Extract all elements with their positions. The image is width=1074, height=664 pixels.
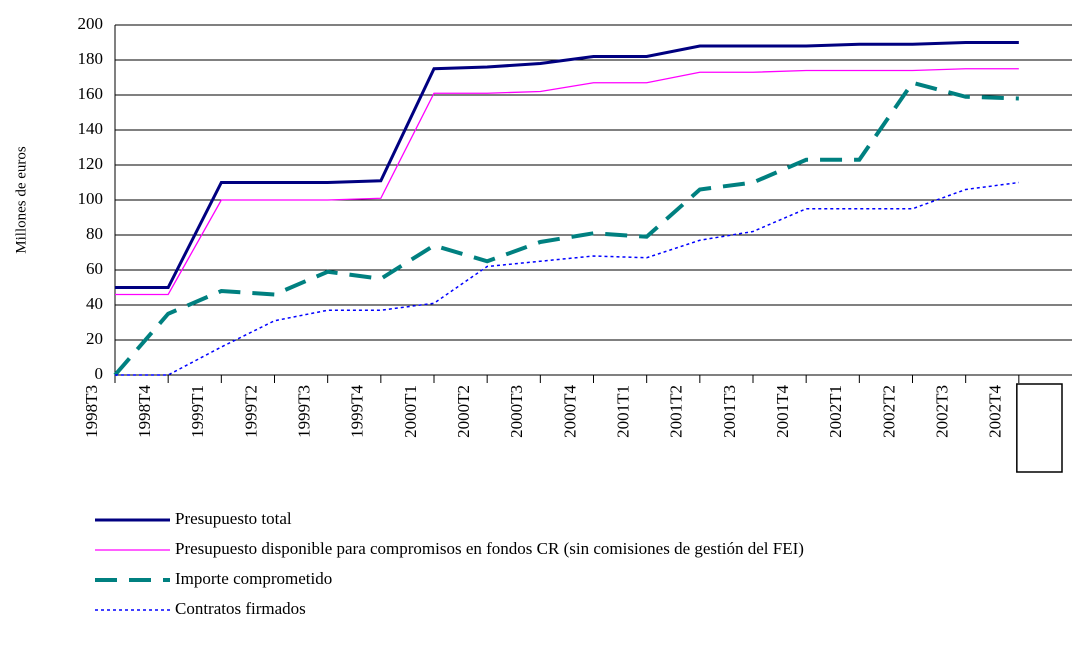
series-line bbox=[115, 68, 1019, 296]
y-tick-label: 20 bbox=[86, 329, 103, 348]
x-tick-label: 1999T3 bbox=[295, 385, 314, 438]
x-tick-label: 1998T4 bbox=[135, 385, 154, 438]
y-axis-title: Millones de euros bbox=[13, 146, 29, 254]
x-tick-label: 1999T2 bbox=[241, 385, 260, 438]
x-tick-label: 1999T1 bbox=[188, 385, 207, 438]
y-tick-label: 80 bbox=[86, 224, 103, 243]
x-tick-label: 2001T1 bbox=[614, 385, 633, 438]
y-tick-label: 40 bbox=[86, 294, 103, 313]
y-tick-label: 180 bbox=[78, 49, 104, 68]
x-tick-label: 2001T3 bbox=[720, 385, 739, 438]
y-tick-label: 160 bbox=[78, 84, 104, 103]
x-tick-label: 1999T4 bbox=[348, 385, 367, 438]
x-tick-label: 2002T3 bbox=[933, 385, 952, 438]
legend-label: Presupuesto total bbox=[175, 509, 292, 528]
x-tick-label: 2000T2 bbox=[454, 385, 473, 438]
x-tick-label: 2000T3 bbox=[507, 385, 526, 438]
x-tick-label: 2000T1 bbox=[401, 385, 420, 438]
x-tick-label: 2001T4 bbox=[773, 385, 792, 438]
y-tick-label: 0 bbox=[95, 364, 104, 383]
highlight-box bbox=[1016, 383, 1063, 473]
y-tick-label: 120 bbox=[78, 154, 104, 173]
y-tick-label: 60 bbox=[86, 259, 103, 278]
x-tick-label: 2001T2 bbox=[667, 385, 686, 438]
y-tick-label: 100 bbox=[78, 189, 104, 208]
series-line bbox=[113, 80, 1019, 377]
x-tick-label: 2002T2 bbox=[879, 385, 898, 438]
y-tick-label: 200 bbox=[78, 14, 104, 33]
legend-label: Importe comprometido bbox=[175, 569, 332, 588]
x-tick-label: 1998T3 bbox=[82, 385, 101, 438]
y-tick-label: 140 bbox=[78, 119, 104, 138]
series-line bbox=[115, 41, 1019, 289]
x-tick-label: 2002T4 bbox=[986, 385, 1005, 438]
x-tick-label: 2000T4 bbox=[560, 385, 579, 438]
legend-label: Contratos firmados bbox=[175, 599, 306, 618]
series-line bbox=[115, 181, 1019, 376]
x-tick-label: 2002T1 bbox=[826, 385, 845, 438]
legend-label: Presupuesto disponible para compromisos … bbox=[175, 539, 804, 558]
